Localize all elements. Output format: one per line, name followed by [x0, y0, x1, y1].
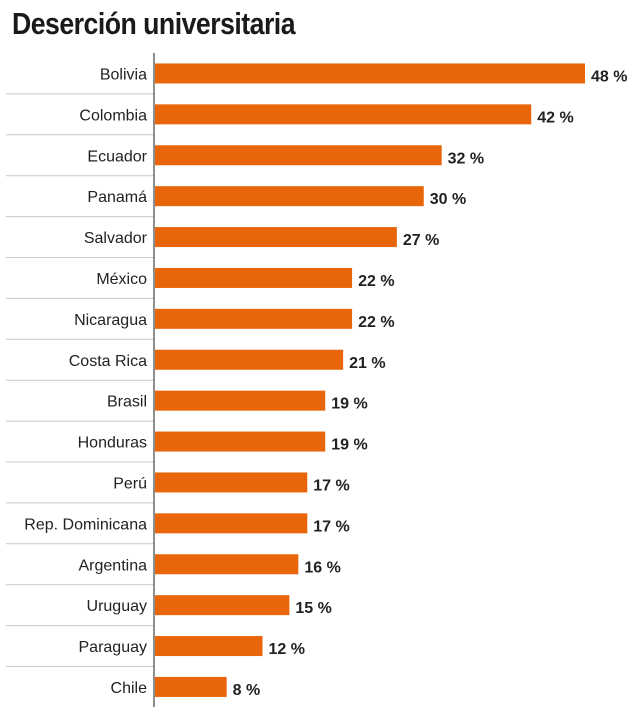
bar: [155, 513, 308, 534]
category-label: Costa Rica: [69, 353, 147, 370]
value-label: 27 %: [403, 232, 439, 249]
bar: [155, 63, 585, 84]
category-label: Paraguay: [79, 639, 148, 656]
bar: [155, 145, 442, 166]
value-label: 22 %: [358, 314, 394, 331]
gridlines: [6, 93, 154, 667]
value-label: 17 %: [313, 518, 349, 535]
bar: [155, 636, 263, 657]
value-label: 21 %: [349, 355, 385, 372]
value-label: 22 %: [358, 273, 394, 290]
category-label: Honduras: [78, 435, 147, 452]
category-label: Colombia: [79, 107, 147, 124]
value-label: 19 %: [331, 437, 367, 454]
chart-title: Deserción universitaria: [12, 6, 296, 41]
category-label: Perú: [113, 475, 147, 492]
category-label: Rep. Dominicana: [24, 516, 147, 533]
value-label: 42 %: [537, 109, 573, 126]
value-label: 30 %: [430, 191, 466, 208]
bars: [155, 63, 585, 697]
bar: [155, 390, 326, 411]
bar: [155, 267, 353, 288]
bar: [155, 227, 397, 248]
value-label: 16 %: [304, 559, 340, 576]
category-label: México: [96, 271, 147, 288]
value-label: 32 %: [448, 150, 484, 167]
category-label: Nicaragua: [74, 312, 147, 329]
bar: [155, 472, 308, 493]
value-label: 17 %: [313, 477, 349, 494]
value-label: 8 %: [233, 682, 261, 699]
category-label: Argentina: [79, 557, 148, 574]
category-label: Ecuador: [87, 148, 147, 165]
bar: [155, 676, 227, 697]
bar: [155, 349, 344, 370]
bar: [155, 554, 299, 575]
category-label: Uruguay: [87, 598, 147, 615]
value-label: 12 %: [269, 641, 305, 658]
bar: [155, 308, 353, 329]
category-label: Salvador: [84, 230, 148, 247]
bar: [155, 431, 326, 452]
labels: Bolivia 48 % Colombia 42 % Ecuador 32 % Panamá…: [24, 66, 627, 699]
value-label: 48 %: [591, 68, 627, 85]
category-label: Bolivia: [100, 66, 147, 83]
value-label: 15 %: [295, 600, 331, 617]
bar: [155, 104, 532, 125]
bar: [155, 595, 290, 616]
category-label: Chile: [111, 680, 148, 697]
category-label: Brasil: [107, 394, 147, 411]
category-label: Panamá: [87, 189, 147, 206]
bar: [155, 186, 424, 207]
value-label: 19 %: [331, 396, 367, 413]
